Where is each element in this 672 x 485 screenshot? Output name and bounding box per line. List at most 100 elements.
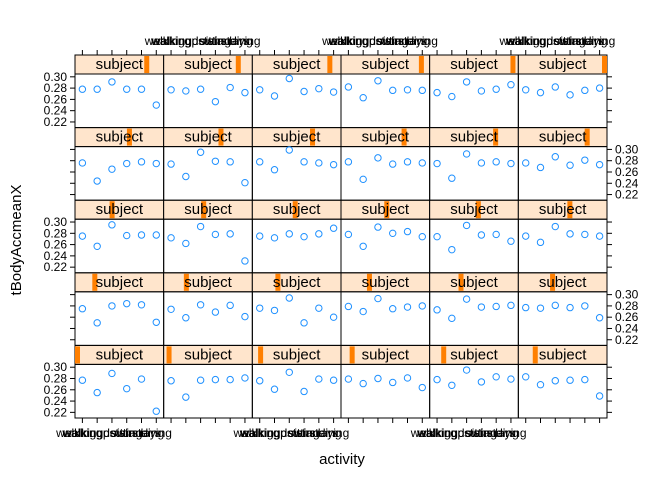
panel: subject (251, 272, 342, 346)
x-tick-label: walkingupstairs (55, 426, 138, 440)
data-point (137, 85, 146, 93)
strip-level-marker (92, 273, 98, 291)
data-point (182, 239, 190, 248)
data-point (270, 385, 279, 393)
strip-level-marker (75, 346, 80, 364)
data-point (448, 381, 456, 389)
data-point (403, 227, 412, 236)
data-point (300, 158, 308, 166)
data-point (462, 78, 471, 86)
data-point (507, 375, 515, 383)
data-point (418, 232, 426, 241)
panel-frame (517, 218, 608, 274)
data-point (137, 301, 146, 309)
x-tick-label: standing (385, 34, 430, 48)
x-tick-label: walking (327, 34, 368, 48)
y-tick-label: 0.30 (44, 70, 68, 84)
strip-level-marker (275, 273, 281, 291)
data-point (211, 375, 220, 384)
data-point (551, 222, 559, 231)
panel-frame (429, 218, 519, 274)
panel: subject (251, 199, 342, 274)
panel-frame (251, 218, 342, 274)
panel-frame (429, 146, 519, 201)
data-point (477, 231, 486, 239)
data-point (522, 232, 530, 240)
panel: subject (251, 344, 342, 419)
panels-layer: subject subject subject subject subject subje… (74, 54, 608, 419)
data-point (196, 85, 205, 93)
data-point (315, 375, 323, 383)
panel: subject (74, 344, 165, 419)
data-point (329, 88, 338, 96)
panel: subject (517, 127, 608, 201)
data-point (359, 307, 367, 316)
x-tick-label: standing (207, 34, 252, 48)
strip-label: subject (539, 346, 587, 363)
y-tick-label: 0.26 (44, 92, 68, 106)
strip-label: subject (273, 129, 321, 146)
data-point (344, 302, 353, 311)
x-tick-label: laying (584, 34, 615, 48)
x-tick-label: sitting (377, 34, 408, 48)
strip-label: subject (273, 201, 321, 218)
x-tick-label: walkingupstairs (144, 34, 227, 48)
strip-level-marker (327, 56, 333, 73)
x-tick-label: sitting (288, 426, 319, 440)
data-point (211, 308, 220, 316)
data-point (270, 92, 279, 100)
data-point (403, 86, 412, 94)
strip-label: subject (450, 201, 498, 218)
y-tick-label: 0.22 (615, 333, 639, 347)
strip-label: subject (96, 56, 144, 73)
data-point (226, 230, 234, 238)
data-point (108, 78, 116, 86)
strip-level-marker (602, 56, 607, 73)
x-tick-label: walking (150, 34, 191, 48)
data-point (551, 153, 559, 161)
data-point (315, 230, 323, 238)
data-point (581, 156, 589, 164)
panel: subject (340, 272, 431, 346)
strip-label: subject (96, 201, 144, 218)
data-point (241, 257, 249, 265)
data-point (196, 148, 205, 156)
data-point (433, 232, 441, 241)
x-axis-label: activity (319, 451, 365, 468)
data-point (403, 303, 412, 311)
data-point (285, 74, 293, 83)
strip-level-marker (235, 56, 241, 73)
strip-label: subject (273, 274, 321, 291)
data-point (182, 172, 190, 181)
data-point (137, 375, 146, 383)
strip-label: subject (362, 56, 410, 73)
data-point (374, 294, 382, 303)
strip-label: subject (184, 274, 232, 291)
data-point (329, 376, 338, 384)
y-tick-label: 0.28 (44, 372, 68, 386)
data-point (137, 158, 146, 166)
panel: subject (340, 344, 431, 419)
strip-level-marker (144, 56, 150, 73)
y-tick-label: 0.28 (615, 154, 639, 168)
data-point (551, 83, 559, 91)
data-point (448, 174, 456, 182)
data-point (448, 92, 456, 101)
y-tick-label: 0.24 (615, 176, 639, 190)
strip-label: subject (539, 274, 587, 291)
data-point (477, 378, 486, 386)
data-point (300, 319, 308, 327)
strip-label: subject (184, 129, 232, 146)
data-point (492, 85, 500, 93)
data-point (359, 175, 367, 184)
data-point (566, 303, 574, 312)
data-point (78, 376, 87, 384)
data-point (211, 157, 220, 165)
data-point (182, 87, 190, 95)
data-point (315, 84, 323, 93)
data-point (226, 301, 234, 310)
data-point (137, 231, 146, 239)
data-point (167, 160, 175, 168)
data-point (581, 302, 589, 310)
data-point (477, 159, 486, 167)
